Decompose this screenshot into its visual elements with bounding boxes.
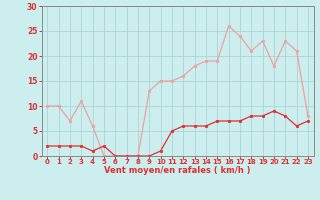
X-axis label: Vent moyen/en rafales ( km/h ): Vent moyen/en rafales ( km/h )	[104, 166, 251, 175]
